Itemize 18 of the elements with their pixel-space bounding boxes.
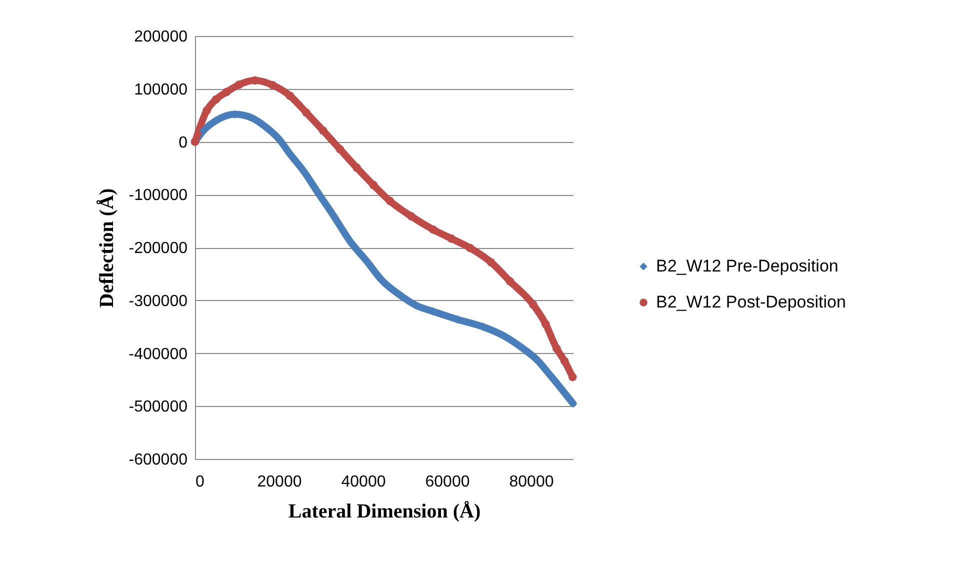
x-axis-title: Lateral Dimension (Å) [288, 500, 481, 522]
x-tick-label: 80000 [509, 474, 554, 490]
y-tick-label: 0 [178, 134, 188, 152]
x-tick-label: 60000 [425, 474, 470, 490]
legend-label: B2_W12 Post-Deposition [656, 292, 846, 312]
y-tick-label: 100000 [134, 81, 188, 98]
y-tick-label: -100000 [128, 187, 188, 204]
y-tick-label: -400000 [128, 346, 188, 363]
y-tick-label: 200000 [134, 28, 188, 46]
y-tick-label: -300000 [128, 292, 188, 310]
legend-label: B2_W12 Pre-Deposition [656, 256, 838, 276]
x-tick-label: 40000 [341, 474, 386, 490]
y-tick-label: -600000 [128, 452, 188, 468]
x-tick-label: 0 [196, 474, 204, 490]
y-tick-label: -500000 [128, 398, 188, 416]
x-tick-label: 20000 [257, 474, 302, 490]
y-axis-title: Deflection (Å) [96, 188, 118, 308]
y-tick-label: -200000 [128, 240, 188, 257]
